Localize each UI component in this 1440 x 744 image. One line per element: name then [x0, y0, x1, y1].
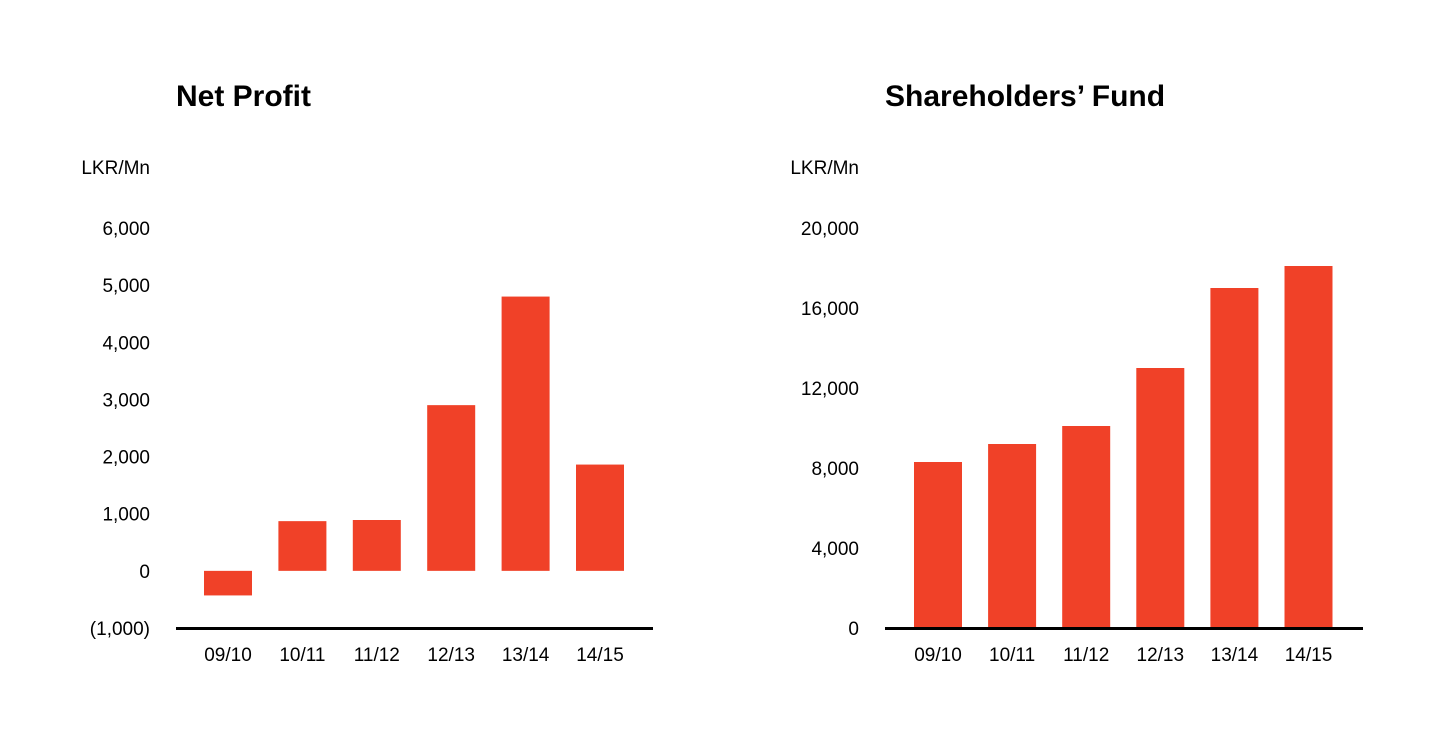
x-tick-label: 11/12 [354, 645, 400, 666]
y-tick-label: 12,000 [801, 379, 859, 400]
bar-13-14 [1210, 288, 1259, 628]
bar-11-12 [1062, 426, 1111, 628]
bar-14-15 [576, 464, 624, 571]
net-profit-chart: Net Profit LKR/Mn (1,000) 0 1,000 2,000 3,00… [81, 80, 653, 666]
x-tick-label: 12/13 [1137, 645, 1185, 666]
x-tick-label: 14/15 [1285, 645, 1333, 666]
y-tick-label: 4,000 [811, 539, 859, 560]
x-tick-label: 09/10 [914, 645, 962, 666]
y-tick-label: 8,000 [811, 459, 859, 480]
y-tick-label: 20,000 [801, 219, 859, 240]
y-tick-label: 6,000 [102, 219, 150, 240]
bar-09-10 [204, 570, 252, 596]
bar-10-11 [988, 444, 1037, 628]
x-tick-label: 09/10 [204, 645, 252, 666]
bar-13-14 [501, 296, 550, 571]
bar-12-13 [1136, 368, 1185, 628]
y-tick-label: 5,000 [102, 276, 150, 297]
shareholders-fund-chart: Shareholders’ Fund LKR/Mn 0 4,000 8,000 12,… [790, 80, 1363, 666]
y-unit-label: LKR/Mn [790, 158, 859, 179]
bar-14-15 [1284, 266, 1333, 628]
bar-11-12 [352, 520, 401, 571]
y-tick-label: 2,000 [102, 448, 150, 469]
bar-12-13 [427, 405, 476, 571]
chart-title: Net Profit [176, 80, 311, 113]
x-tick-label: 10/11 [279, 645, 325, 666]
y-tick-label: 1,000 [102, 505, 150, 526]
y-tick-label: 4,000 [102, 333, 150, 354]
x-tick-label: 10/11 [989, 645, 1035, 666]
y-tick-label: 16,000 [801, 299, 859, 320]
x-tick-label: 13/14 [1211, 645, 1259, 666]
y-unit-label: LKR/Mn [81, 158, 150, 179]
y-tick-label: 3,000 [102, 390, 150, 411]
y-tick-label: 0 [139, 562, 150, 583]
x-tick-label: 14/15 [576, 645, 624, 666]
x-tick-label: 13/14 [502, 645, 550, 666]
x-tick-label: 12/13 [427, 645, 475, 666]
x-tick-label: 11/12 [1063, 645, 1109, 666]
chart-title: Shareholders’ Fund [885, 80, 1165, 113]
bar-09-10 [914, 462, 962, 628]
y-tick-label: 0 [848, 619, 859, 640]
bar-10-11 [278, 521, 327, 571]
y-tick-label: (1,000) [90, 619, 150, 640]
